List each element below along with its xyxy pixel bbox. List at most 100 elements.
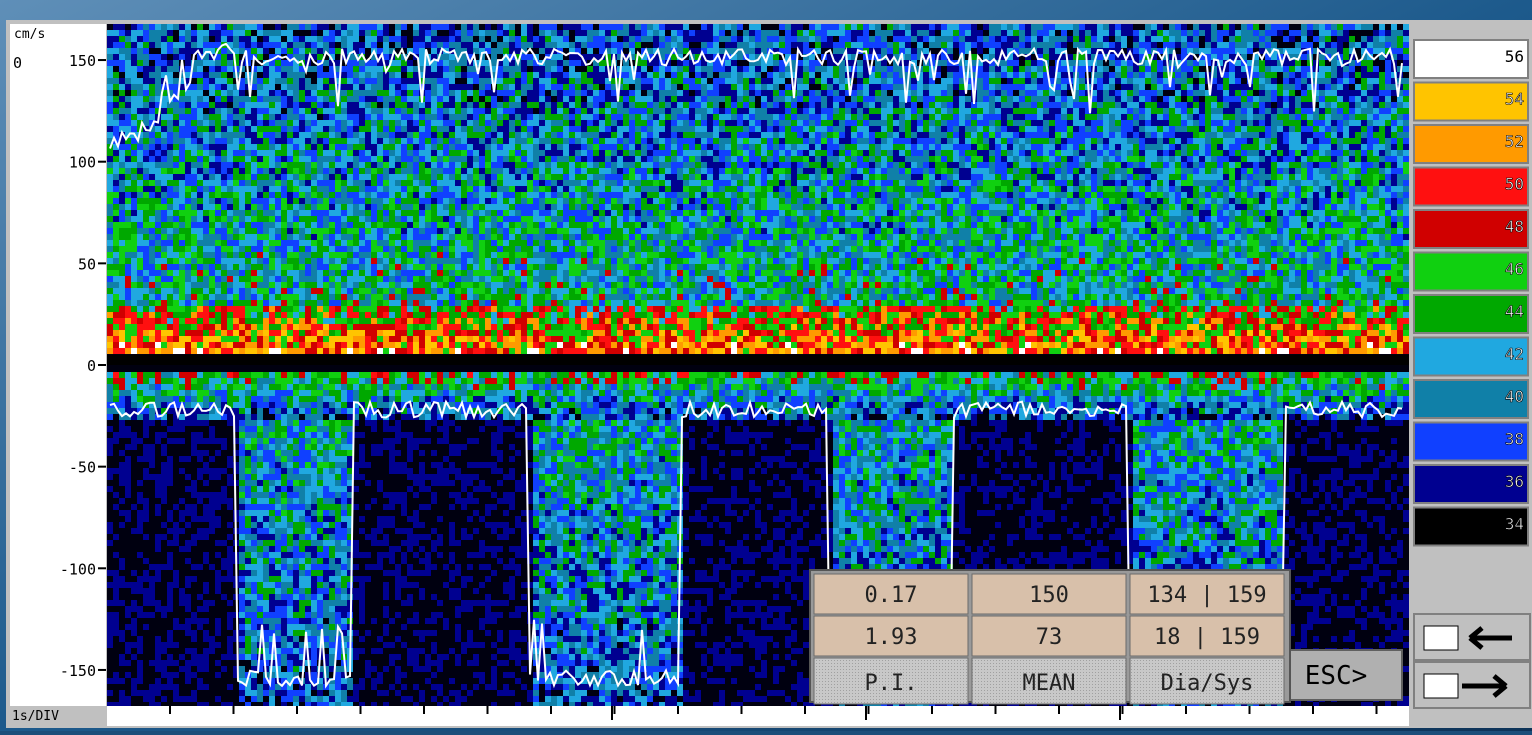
spectrum-pixel: [107, 186, 113, 192]
spectrum-pixel: [275, 642, 281, 648]
spectrum-pixel: [155, 180, 161, 186]
spectrum-pixel: [185, 348, 191, 354]
spectrum-pixel: [245, 690, 251, 696]
spectrum-pixel: [347, 378, 353, 384]
spectrum-pixel: [251, 204, 257, 210]
spectrum-pixel: [191, 288, 197, 294]
spectrum-pixel: [335, 426, 341, 432]
spectrum-pixel: [383, 300, 389, 306]
spectrum-pixel: [395, 228, 401, 234]
spectrum-pixel: [257, 426, 263, 432]
spectrum-pixel: [353, 222, 359, 228]
spectrum-pixel: [293, 636, 299, 642]
spectrum-pixel: [317, 36, 323, 42]
spectrum-pixel: [419, 438, 425, 444]
spectrum-pixel: [413, 630, 419, 636]
spectrum-pixel: [263, 114, 269, 120]
spectrum-pixel: [209, 378, 215, 384]
spectrum-pixel: [179, 108, 185, 114]
spectrum-pixel: [197, 348, 203, 354]
spectrum-pixel: [413, 444, 419, 450]
spectrum-pixel: [353, 420, 359, 426]
spectrum-pixel: [239, 246, 245, 252]
spectrum-pixel: [257, 144, 263, 150]
spectrum-pixel: [245, 522, 251, 528]
spectrum-pixel: [365, 306, 371, 312]
spectrum-pixel: [179, 624, 185, 630]
spectrum-pixel: [311, 330, 317, 336]
spectrum-pixel: [287, 624, 293, 630]
spectrum-pixel: [251, 624, 257, 630]
spectrum-pixel: [173, 684, 179, 690]
spectrum-pixel: [311, 474, 317, 480]
spectrum-pixel: [371, 222, 377, 228]
spectrum-pixel: [173, 216, 179, 222]
spectrum-pixel: [341, 108, 347, 114]
spectrum-pixel: [341, 606, 347, 612]
spectrum-pixel: [293, 168, 299, 174]
spectrum-pixel: [335, 234, 341, 240]
spectrum-pixel: [335, 210, 341, 216]
spectrum-pixel: [185, 228, 191, 234]
spectrum-pixel: [239, 420, 245, 426]
spectrum-pixel: [149, 120, 155, 126]
spectrum-pixel: [407, 648, 413, 654]
spectrum-pixel: [161, 264, 167, 270]
spectrum-pixel: [281, 336, 287, 342]
spectrum-pixel: [383, 630, 389, 636]
spectrum-pixel: [155, 570, 161, 576]
spectrum-pixel: [395, 678, 401, 684]
spectrum-pixel: [257, 528, 263, 534]
spectrum-pixel: [239, 252, 245, 258]
spectrum-pixel: [155, 132, 161, 138]
spectrum-pixel: [161, 498, 167, 504]
spectrum-pixel: [215, 396, 221, 402]
spectrum-pixel: [269, 636, 275, 642]
spectrum-pixel: [299, 534, 305, 540]
spectrum-pixel: [323, 90, 329, 96]
spectrum-pixel: [419, 24, 425, 30]
spectrum-pixel: [245, 318, 251, 324]
spectrum-pixel: [389, 402, 395, 408]
spectrum-pixel: [395, 276, 401, 282]
spectrum-pixel: [293, 36, 299, 42]
spectrum-pixel: [251, 414, 257, 420]
spectrum-pixel: [185, 270, 191, 276]
spectrum-pixel: [419, 384, 425, 390]
spectrum-pixel: [365, 402, 371, 408]
spectrum-pixel: [227, 324, 233, 330]
spectrum-pixel: [263, 570, 269, 576]
spectrum-pixel: [389, 306, 395, 312]
spectrum-pixel: [311, 342, 317, 348]
spectrum-pixel: [329, 480, 335, 486]
spectrum-pixel: [185, 168, 191, 174]
spectrum-pixel: [377, 156, 383, 162]
spectrum-pixel: [353, 150, 359, 156]
spectrum-pixel: [209, 390, 215, 396]
spectrum-pixel: [359, 264, 365, 270]
spectrum-pixel: [197, 24, 203, 30]
spectrum-pixel: [275, 468, 281, 474]
spectrum-pixel: [239, 438, 245, 444]
spectrum-pixel: [305, 420, 311, 426]
spectrum-pixel: [149, 204, 155, 210]
spectrum-pixel: [359, 390, 365, 396]
spectrum-pixel: [185, 420, 191, 426]
spectrum-pixel: [125, 426, 131, 432]
spectrum-pixel: [263, 462, 269, 468]
spectrum-pixel: [275, 96, 281, 102]
spectrum-pixel: [137, 240, 143, 246]
spectrum-pixel: [317, 510, 323, 516]
spectrum-pixel: [299, 48, 305, 54]
spectrum-pixel: [167, 306, 173, 312]
spectrum-pixel: [293, 378, 299, 384]
spectrum-pixel: [347, 504, 353, 510]
spectrum-pixel: [329, 552, 335, 558]
spectrum-pixel: [275, 246, 281, 252]
spectrum-pixel: [167, 330, 173, 336]
spectrum-pixel: [341, 564, 347, 570]
spectrum-pixel: [167, 606, 173, 612]
spectrum-pixel: [419, 132, 425, 138]
spectrum-pixel: [329, 690, 335, 696]
spectrum-pixel: [287, 654, 293, 660]
